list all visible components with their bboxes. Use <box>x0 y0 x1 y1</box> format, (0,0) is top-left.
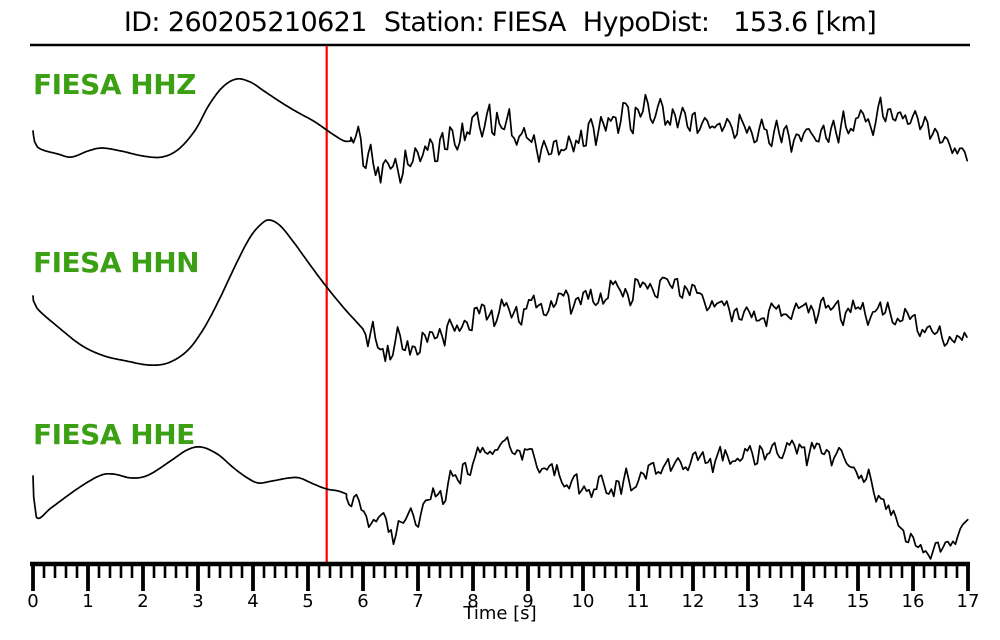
tick-label: 5 <box>302 591 313 612</box>
tick-label: 7 <box>412 591 423 612</box>
tick-label: 1 <box>82 591 93 612</box>
waveform-trace-hhz <box>32 77 969 184</box>
tick-label: 10 <box>572 591 595 612</box>
tick-label: 0 <box>27 591 38 612</box>
x-axis-title: Time [s] <box>463 603 537 624</box>
tick-label: 2 <box>137 591 148 612</box>
station-label: Station: FIESA <box>383 7 567 38</box>
trace-label-hhz: FIESA HHZ <box>33 68 196 101</box>
trace-label-hhn: FIESA HHN <box>33 246 200 279</box>
tick-label: 16 <box>902 591 925 612</box>
event-id-label: ID: 260205210621 <box>123 7 368 38</box>
tick-label: 14 <box>792 591 815 612</box>
tick-label: 13 <box>737 591 760 612</box>
tick-label: 9 <box>522 591 533 612</box>
tick-label: 12 <box>682 591 705 612</box>
waveform-trace-hhe <box>32 436 969 560</box>
trace-label-hhe: FIESA HHE <box>33 418 195 451</box>
tick-label: 11 <box>627 591 650 612</box>
hypodist-label: HypoDist: 153.6 [km] <box>582 7 877 38</box>
tick-label: 4 <box>247 591 258 612</box>
waveform-trace-hhn <box>32 219 968 367</box>
tick-label: 15 <box>847 591 870 612</box>
tick-label: 8 <box>467 591 478 612</box>
tick-label: 17 <box>957 591 980 612</box>
tick-label: 3 <box>192 591 203 612</box>
figure-title: ID: 260205210621 Station: FIESA HypoDist: … <box>0 9 1000 36</box>
tick-label: 6 <box>357 591 368 612</box>
